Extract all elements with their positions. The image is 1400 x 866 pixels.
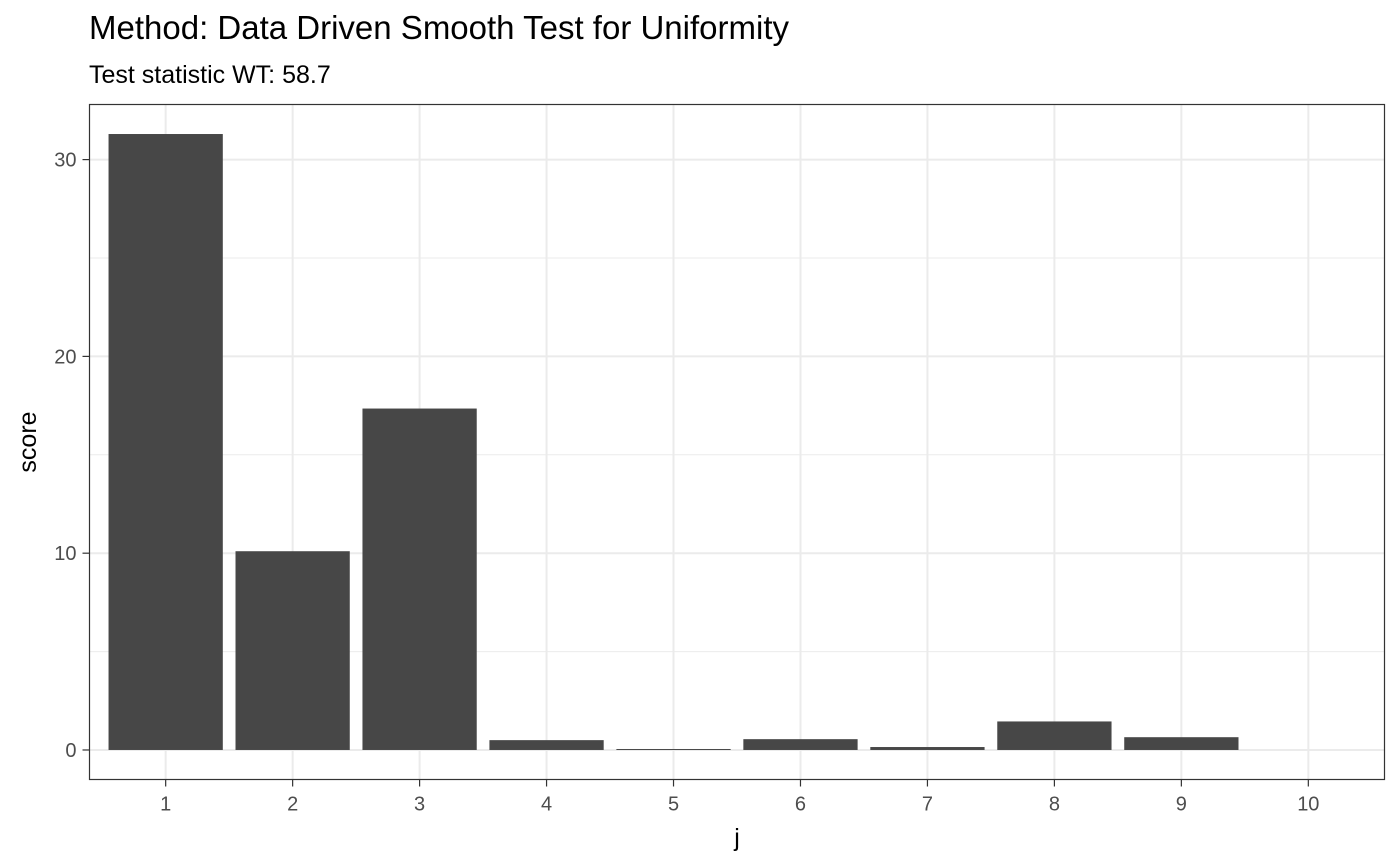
- bar-2: [235, 551, 350, 750]
- bar-4: [489, 740, 604, 750]
- x-tick-label: 8: [1049, 794, 1060, 816]
- x-tick-label: 10: [1297, 794, 1319, 816]
- x-tick-label: 2: [287, 794, 298, 816]
- x-axis-title: j: [733, 824, 740, 852]
- x-tick-label: 4: [541, 794, 552, 816]
- y-tick-label: 10: [54, 543, 76, 565]
- x-axis-ticks: 1 2 3 4 5 6 7 8 9 10: [160, 779, 1319, 816]
- x-tick-label: 9: [1176, 794, 1187, 816]
- x-tick-label: 3: [414, 794, 425, 816]
- bars: [108, 134, 1239, 750]
- bar-8: [997, 721, 1112, 750]
- x-tick-label: 1: [160, 794, 171, 816]
- y-tick-label: 20: [54, 346, 76, 368]
- major-gridlines: [89, 104, 1385, 780]
- bar-3: [362, 408, 477, 750]
- chart-subtitle: Test statistic WT: 58.7: [89, 61, 331, 89]
- y-axis-ticks: 0 10 20 30: [54, 150, 90, 762]
- bar-9: [1124, 737, 1239, 750]
- y-axis-title: score: [14, 411, 42, 472]
- y-tick-label: 30: [54, 150, 76, 172]
- bar-5: [616, 748, 731, 750]
- y-tick-label: 0: [65, 740, 76, 762]
- x-tick-label: 6: [795, 794, 806, 816]
- bar-6: [743, 739, 858, 750]
- chart-title: Method: Data Driven Smooth Test for Unif…: [89, 9, 789, 46]
- bar-1: [108, 134, 223, 750]
- x-tick-label: 5: [668, 794, 679, 816]
- bar-7: [870, 747, 985, 750]
- x-tick-label: 7: [922, 794, 933, 816]
- panel-border: [88, 103, 1386, 781]
